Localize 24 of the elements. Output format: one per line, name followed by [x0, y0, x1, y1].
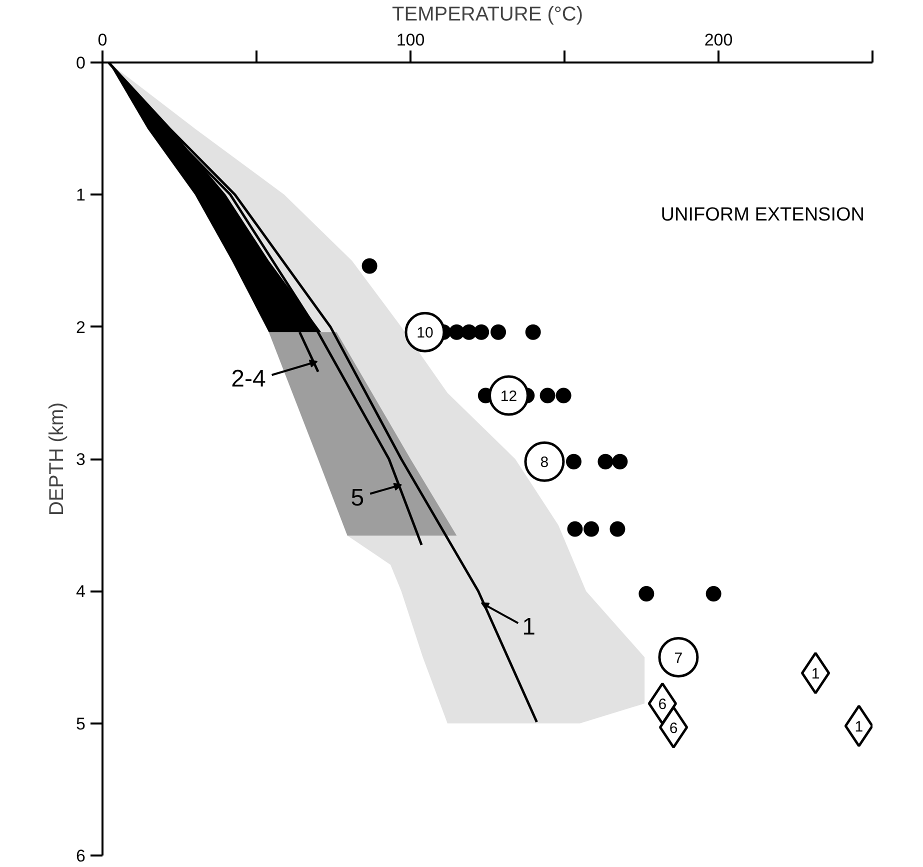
annotation: 5: [350, 484, 364, 512]
annotation: 12: [500, 388, 518, 406]
x-tick-label: 0: [98, 30, 108, 50]
y-axis-title: DEPTH (km): [46, 402, 68, 516]
x-tick-label: 100: [396, 30, 425, 50]
y-tick-label: 1: [76, 186, 86, 205]
y-tick-label: 2: [76, 318, 86, 337]
annotation: 7: [674, 650, 683, 667]
annotation: 10: [416, 324, 434, 342]
y-tick-label: 6: [76, 846, 86, 866]
y-tick-label: 3: [76, 450, 86, 469]
annotation: 1: [522, 613, 536, 640]
annotation: 1: [854, 718, 864, 736]
annotation: 6: [658, 696, 667, 714]
annotation: 2-4: [231, 366, 266, 393]
annotation: UNIFORM EXTENSION: [660, 204, 865, 226]
y-tick-label: 4: [76, 582, 86, 602]
annotation: 6: [669, 720, 678, 737]
y-tick-label: 5: [76, 714, 86, 734]
annotation: 8: [540, 454, 549, 472]
y-tick-label: 0: [76, 54, 86, 72]
x-axis-title: TEMPERATURE (°C): [392, 4, 583, 26]
x-tick-label: 200: [704, 30, 733, 50]
annotation: 1: [811, 666, 820, 683]
